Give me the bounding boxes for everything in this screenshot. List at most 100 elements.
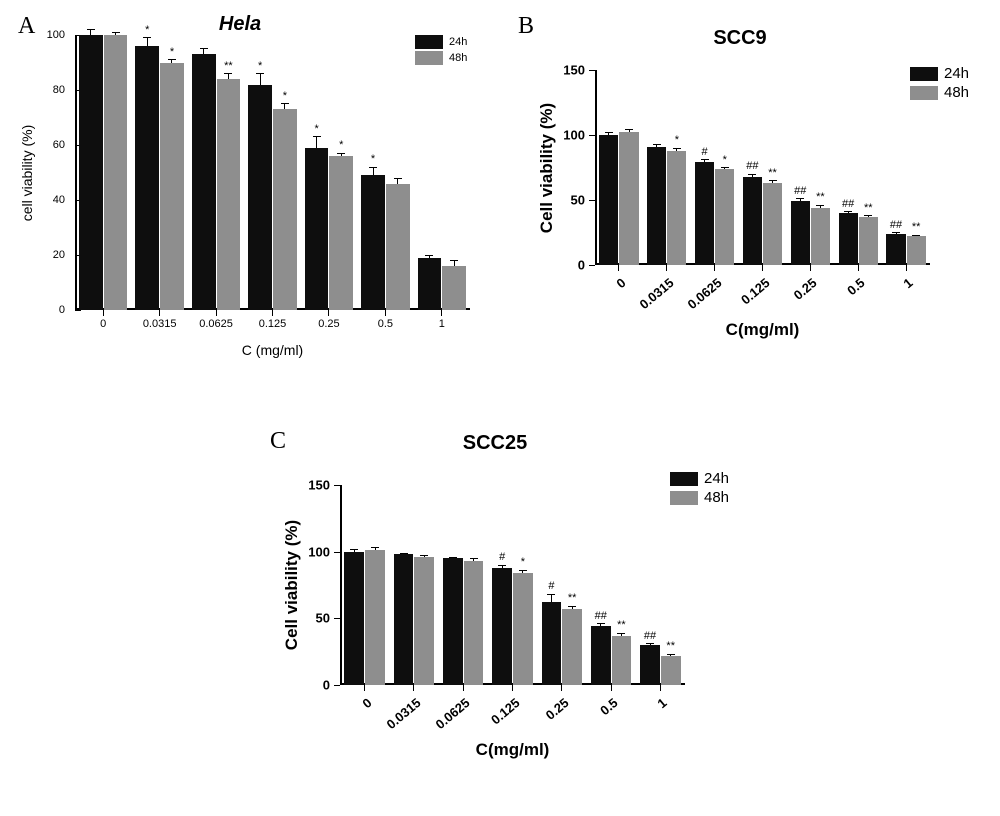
legend-label: 24h	[704, 470, 729, 487]
xtick	[618, 265, 619, 271]
xtick-label: 0.25	[791, 275, 820, 303]
xtick	[216, 310, 217, 316]
error-bar	[228, 74, 229, 80]
bar	[640, 645, 660, 685]
panel-label: B	[518, 13, 534, 40]
bar	[763, 183, 782, 265]
error-cap	[394, 178, 402, 179]
significance-marker: *	[371, 153, 375, 165]
ytick-label: 50	[571, 193, 585, 208]
ytick	[334, 552, 340, 553]
bar	[394, 554, 414, 685]
significance-marker: ##	[890, 219, 902, 231]
y-axis-label: cell viability (%)	[19, 124, 35, 220]
significance-marker: **	[666, 640, 675, 652]
y-axis-label: Cell viability (%)	[537, 102, 557, 232]
error-cap	[87, 29, 95, 30]
bar	[591, 626, 611, 685]
xtick	[103, 310, 104, 316]
xtick	[159, 310, 160, 316]
error-cap	[769, 180, 777, 181]
xtick	[561, 685, 562, 691]
error-cap	[224, 73, 232, 74]
error-cap	[667, 654, 675, 655]
significance-marker: #	[702, 146, 708, 158]
significance-marker: ##	[595, 610, 607, 622]
significance-marker: *	[258, 60, 262, 72]
significance-marker: *	[521, 556, 525, 568]
bar	[907, 236, 926, 265]
ytick-label: 0	[323, 678, 330, 693]
error-cap	[371, 547, 379, 548]
xtick	[328, 310, 329, 316]
significance-marker: **	[617, 619, 626, 631]
error-cap	[617, 633, 625, 634]
bar	[667, 151, 686, 265]
error-cap	[605, 132, 613, 133]
bar	[562, 609, 582, 685]
error-cap	[568, 606, 576, 607]
bar	[859, 217, 878, 265]
bar	[248, 85, 272, 311]
x-axis-label: C(mg/ml)	[476, 740, 550, 760]
error-cap	[646, 643, 654, 644]
xtick-label: 1	[439, 318, 445, 330]
xtick-label: 0.0625	[433, 695, 473, 732]
ytick-label: 0	[59, 304, 65, 316]
error-cap	[450, 260, 458, 261]
error-cap	[200, 48, 208, 49]
significance-marker: *	[283, 90, 287, 102]
bar	[647, 147, 666, 265]
error-cap	[281, 103, 289, 104]
xtick-label: 0.125	[259, 318, 287, 330]
ytick-label: 50	[316, 611, 330, 626]
xtick	[858, 265, 859, 271]
xtick-label: 0	[613, 275, 628, 291]
x-axis-label: C (mg/ml)	[242, 342, 303, 358]
bar	[192, 54, 216, 310]
xtick	[810, 265, 811, 271]
error-bar	[316, 137, 317, 148]
significance-marker: *	[170, 46, 174, 58]
xtick	[762, 265, 763, 271]
bar	[365, 550, 385, 685]
ytick-label: 150	[308, 478, 330, 493]
error-cap	[673, 148, 681, 149]
xtick-label: 0.5	[597, 695, 620, 718]
ytick-label: 100	[563, 128, 585, 143]
xtick	[512, 685, 513, 691]
chart-title: Hela	[219, 13, 261, 36]
significance-marker: *	[145, 24, 149, 36]
x-axis-label: C(mg/ml)	[726, 320, 800, 340]
panel-label: A	[18, 13, 35, 40]
xtick-label: 0.25	[318, 318, 339, 330]
significance-marker: *	[314, 123, 318, 135]
chart-title: SCC25	[463, 432, 527, 455]
error-cap	[748, 174, 756, 175]
ytick-label: 0	[578, 258, 585, 273]
error-cap	[701, 159, 709, 160]
bar	[104, 35, 128, 310]
bar	[612, 636, 632, 685]
bar	[443, 558, 463, 685]
bar	[442, 266, 466, 310]
xtick-label: 1	[655, 695, 670, 711]
ytick	[589, 200, 595, 201]
bar	[715, 169, 734, 265]
ytick	[334, 685, 340, 686]
xtick-label: 0.0315	[383, 695, 423, 732]
xtick	[463, 685, 464, 691]
xtick	[660, 685, 661, 691]
error-cap	[498, 565, 506, 566]
error-cap	[547, 594, 555, 595]
bar	[839, 213, 858, 265]
plot-area: 050100150Cell viability (%)0*0.0315#*0.0…	[595, 70, 930, 265]
xtick-label: 1	[901, 275, 916, 291]
error-bar	[147, 38, 148, 46]
plot-area: 020406080100cell viability (%)0**0.0315*…	[75, 35, 470, 310]
significance-marker: #	[548, 580, 554, 592]
xtick-label: 0	[100, 318, 106, 330]
error-bar	[454, 261, 455, 267]
y-axis	[75, 35, 77, 310]
error-cap	[425, 255, 433, 256]
